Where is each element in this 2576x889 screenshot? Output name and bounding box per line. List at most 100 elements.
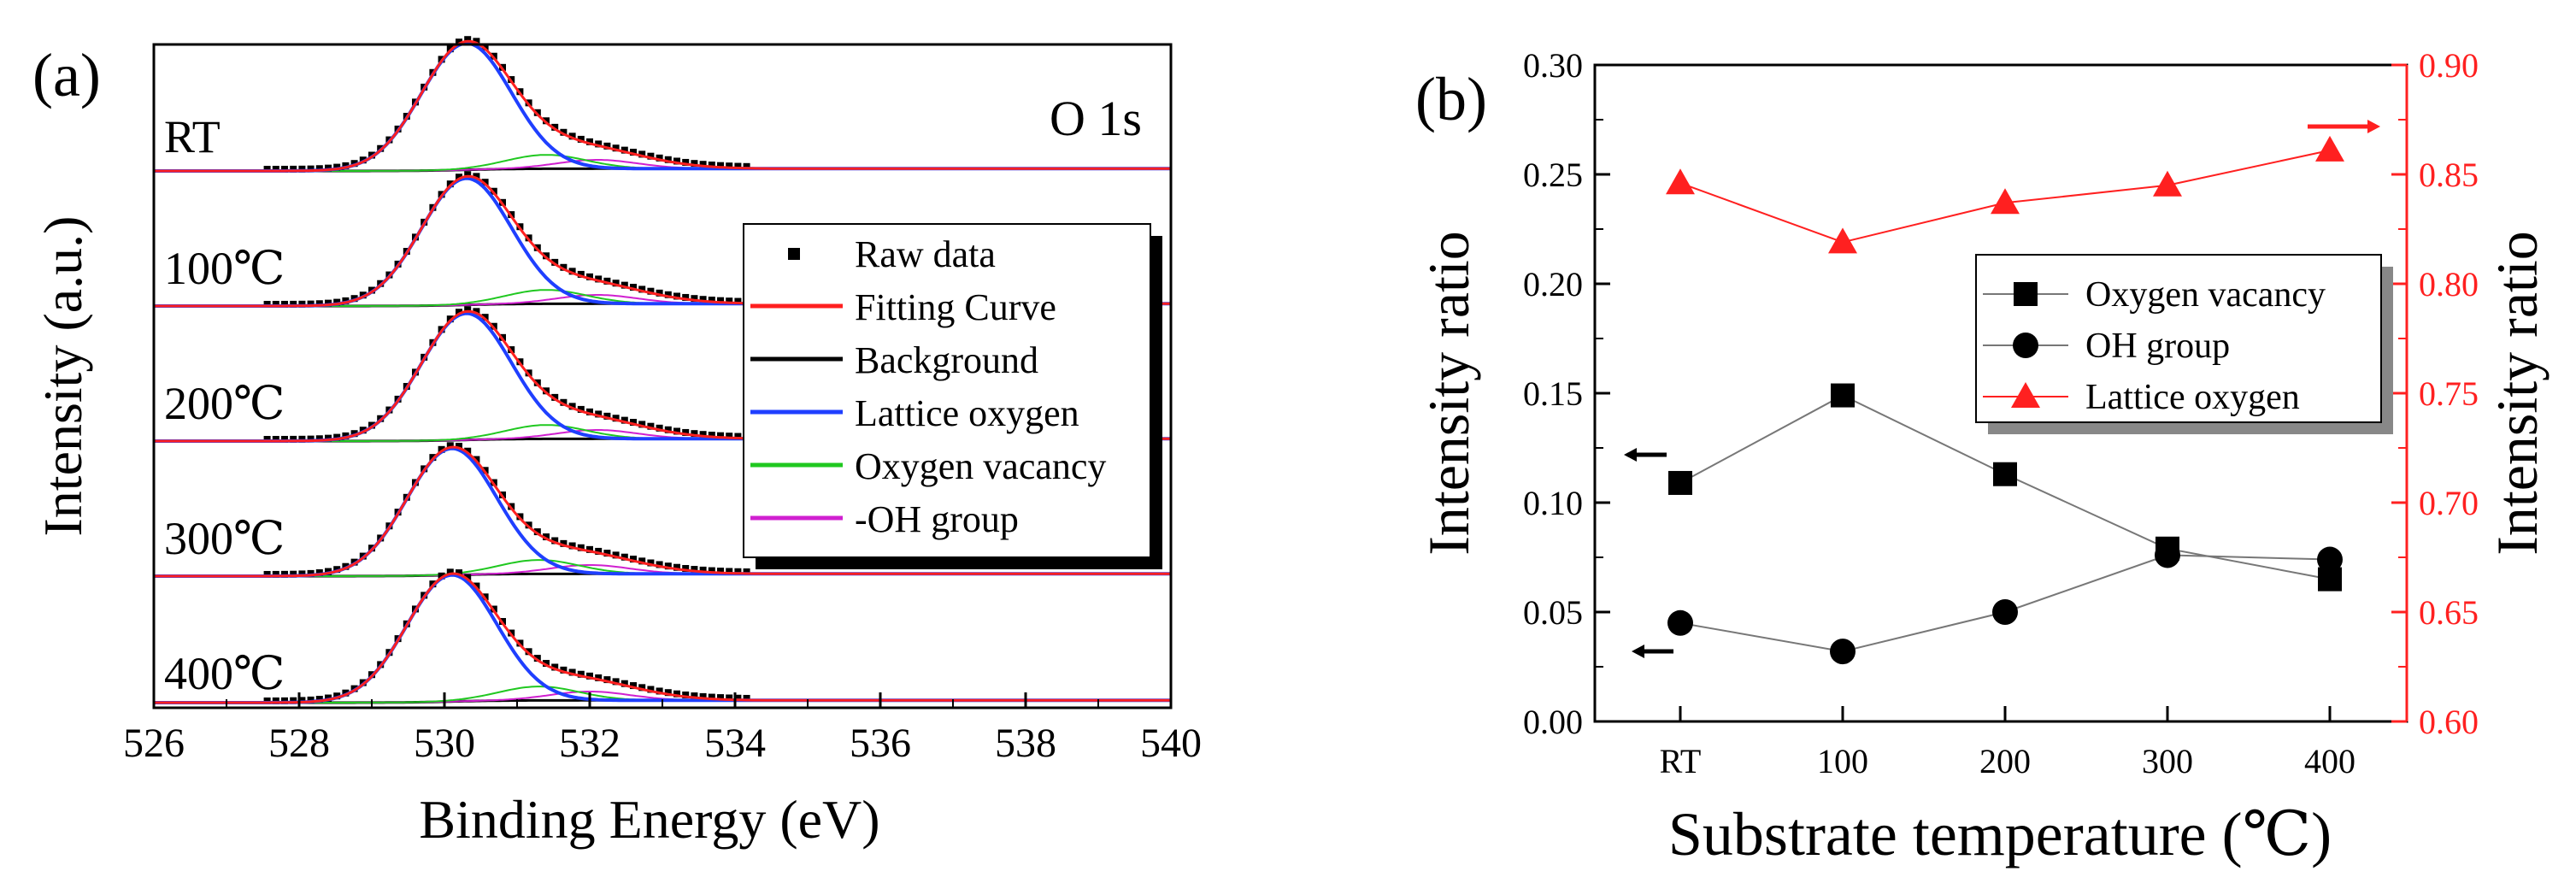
raw-data-point — [290, 697, 297, 704]
circle-marker — [2013, 333, 2038, 358]
raw-data-point — [647, 287, 655, 295]
raw-data-point — [699, 431, 707, 439]
x-tick-label: 534 — [704, 721, 766, 766]
raw-data-point — [647, 422, 655, 430]
raw-data-point — [673, 690, 680, 698]
raw-data-point — [664, 156, 672, 163]
circle-marker — [2155, 542, 2180, 568]
raw-data-points — [263, 442, 750, 578]
raw-data-points — [263, 171, 750, 308]
raw-data-point — [638, 286, 646, 293]
y-right-tick-label: 0.90 — [2419, 46, 2479, 85]
raw-data-point — [664, 291, 672, 298]
x-tick-label: 538 — [995, 721, 1056, 766]
raw-data-point — [464, 574, 472, 581]
raw-data-point — [551, 393, 559, 401]
sample-curves — [154, 442, 1171, 578]
raw-data-point — [263, 300, 271, 308]
raw-data-point — [726, 568, 733, 575]
x-tick-label: 200 — [1979, 742, 2031, 780]
raw-data-point — [673, 427, 680, 435]
panel-a: (a) 526 528 530 532 534 536 538 540 RT 100℃ 200℃ 3… — [32, 36, 1202, 850]
raw-data-point — [281, 165, 288, 173]
panel-b-legend: Oxygen vacancy OH group Lattice oxygen — [1975, 254, 2393, 434]
raw-data-point — [682, 293, 690, 301]
raw-data-point — [543, 252, 550, 260]
raw-data-point — [464, 447, 472, 455]
raw-data-point — [656, 687, 663, 695]
raw-data-point — [717, 162, 724, 169]
raw-data-point — [647, 686, 655, 693]
raw-data-point — [551, 537, 559, 545]
raw-data-point — [481, 44, 489, 51]
y-tick-label: 0.25 — [1523, 156, 1583, 194]
raw-data-point — [717, 694, 724, 702]
raw-data-point — [620, 146, 628, 154]
raw-data-point — [612, 415, 620, 422]
square-marker — [1993, 462, 2017, 486]
raw-data-point — [699, 692, 707, 700]
raw-data-point — [533, 528, 541, 536]
raw-data-point — [315, 435, 323, 443]
x-tick-label: 530 — [414, 721, 475, 766]
y-right-tick-label: 0.60 — [2419, 703, 2479, 741]
raw-data-point — [290, 570, 297, 578]
x-tick-label: 532 — [559, 721, 620, 766]
lattice-oxygen-line — [154, 573, 1171, 704]
legend-marker — [788, 248, 800, 260]
panel-a-x-axis-title: Binding Energy (eV) — [419, 789, 879, 850]
raw-data-point — [699, 566, 707, 574]
raw-data-point — [726, 433, 733, 440]
raw-data-point — [743, 694, 750, 702]
panel-a-x-axis: 526 528 530 532 534 536 538 540 — [123, 692, 1202, 766]
raw-data-point — [603, 676, 611, 684]
panel-a-label: (a) — [32, 41, 101, 109]
raw-data-point — [473, 308, 480, 315]
raw-data-point — [734, 694, 742, 702]
triangle-marker — [1666, 168, 1695, 195]
y-tick-label: 0.30 — [1523, 46, 1583, 85]
panel-b: (b) 0.000.050.100.150.200.250.30 0.600.6… — [1415, 46, 2550, 868]
raw-data-point — [630, 419, 637, 427]
legend-label: Background — [855, 339, 1038, 381]
lattice-oxygen-line — [154, 41, 1171, 173]
raw-data-point — [263, 697, 271, 704]
x-tick-label: 536 — [850, 721, 911, 766]
circle-marker — [1667, 609, 1693, 636]
left-arrowhead-oh — [1632, 645, 1644, 658]
legend-label: Oxygen vacancy — [855, 445, 1106, 487]
raw-data-point — [438, 572, 445, 580]
y-right-tick-label: 0.75 — [2419, 374, 2479, 413]
raw-data-point — [307, 696, 315, 704]
fitting-curve-line — [154, 39, 1171, 173]
raw-data-point — [638, 684, 646, 692]
sample-label: 400℃ — [164, 648, 285, 699]
raw-data-point — [734, 162, 742, 170]
raw-data-point — [315, 165, 323, 173]
raw-data-point — [272, 435, 279, 443]
raw-data-point — [612, 678, 620, 686]
raw-data-point — [551, 663, 559, 671]
x-tick-label: RT — [1660, 742, 1702, 780]
raw-data-point — [612, 551, 620, 559]
raw-data-point — [568, 132, 576, 140]
raw-data-point — [464, 36, 472, 44]
raw-data-point — [708, 297, 715, 304]
raw-data-point — [586, 408, 593, 415]
legend-label: Fitting Curve — [855, 286, 1056, 328]
raw-data-point — [456, 174, 462, 181]
raw-data-point — [595, 547, 603, 555]
panel-b-x-axis: RT 100 200 300 400 — [1660, 706, 2355, 780]
panel-a-legend-box — [743, 223, 1151, 558]
raw-data-points — [263, 306, 750, 443]
raw-data-point — [743, 568, 750, 575]
raw-data-point — [630, 284, 637, 291]
raw-data-point — [595, 275, 603, 283]
raw-data-point — [543, 533, 550, 541]
raw-data-point — [473, 173, 480, 180]
panel-b-series — [1666, 135, 2344, 665]
raw-data-point — [682, 158, 690, 166]
panel-a-legend: Raw data Fitting Curve Background Lattice o… — [743, 223, 1162, 569]
raw-data-point — [673, 563, 680, 571]
